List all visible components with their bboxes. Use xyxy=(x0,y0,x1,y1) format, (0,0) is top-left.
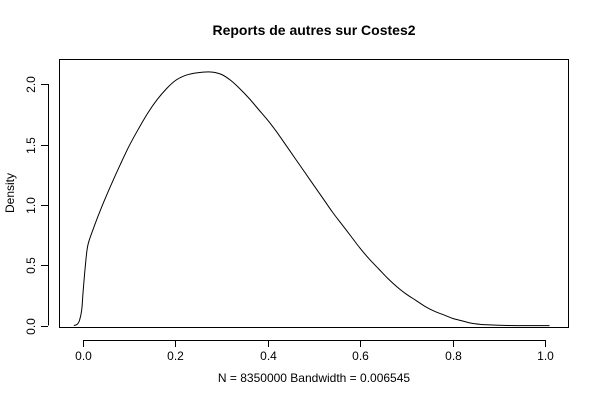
y-tick-label: 1.0 xyxy=(24,197,38,214)
x-tick-label: 0.0 xyxy=(75,349,92,363)
y-axis: 0.0 0.5 1.0 1.5 2.0 xyxy=(24,76,49,335)
x-tick-label: 0.6 xyxy=(352,349,369,363)
plot-area-box xyxy=(59,59,569,328)
x-tick-label: 1.0 xyxy=(537,349,554,363)
density-curve xyxy=(73,71,550,327)
y-tick-label: 1.5 xyxy=(24,137,38,154)
x-tick-label: 0.2 xyxy=(167,349,184,363)
x-tick-label: 0.8 xyxy=(445,349,462,363)
x-axis: 0.0 0.2 0.4 0.6 0.8 1.0 xyxy=(75,340,554,363)
y-axis-label: Density xyxy=(3,173,17,213)
y-tick-label: 0.5 xyxy=(24,257,38,274)
density-curves xyxy=(73,71,550,327)
chart-title: Reports de autres sur Costes2 xyxy=(212,22,415,38)
x-axis-label: N = 8350000 Bandwidth = 0.006545 xyxy=(218,371,410,385)
x-tick-label: 0.4 xyxy=(260,349,277,363)
y-tick-label: 2.0 xyxy=(24,76,38,93)
y-tick-label: 0.0 xyxy=(24,318,38,335)
